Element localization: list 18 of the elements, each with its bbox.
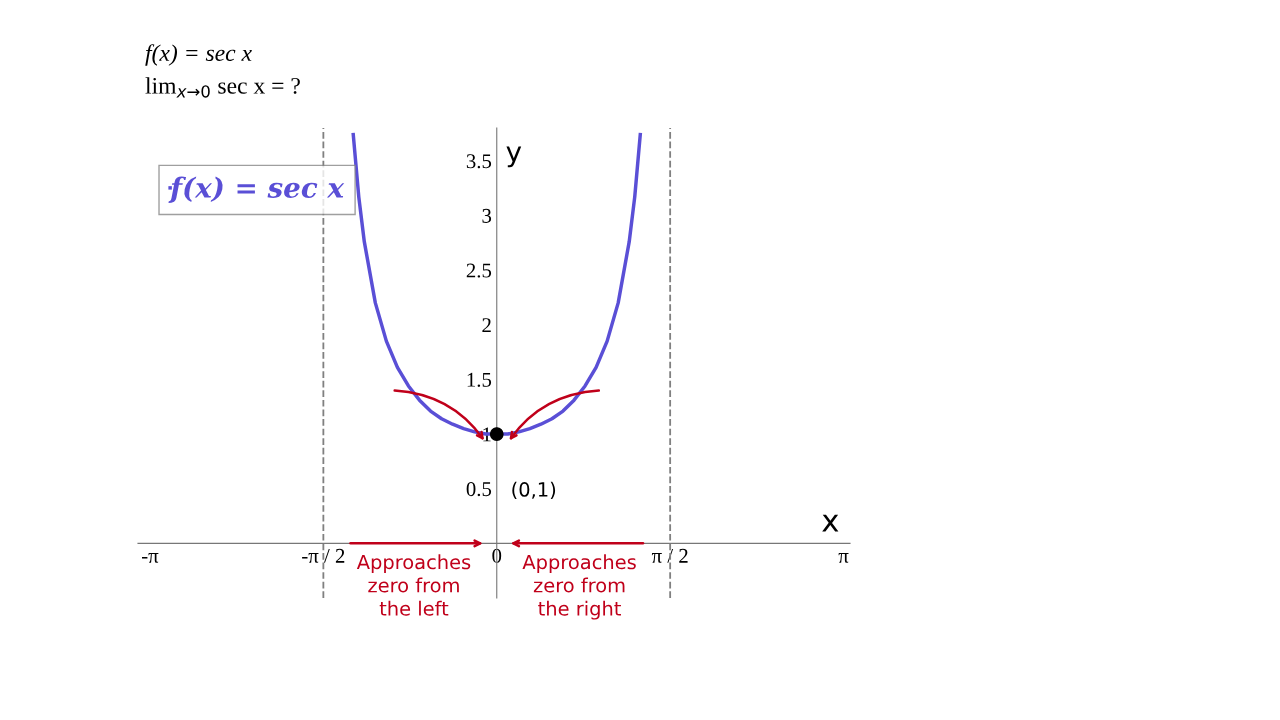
annotation: Approaches zero from the right bbox=[522, 554, 636, 620]
annotation: Approaches zero from the left bbox=[356, 554, 471, 616]
x-tick-label: π bbox=[838, 553, 849, 563]
x-tick-label: -π / 2 bbox=[302, 548, 345, 563]
x-tick-label: 0 bbox=[492, 548, 502, 563]
y-tick-label: 3.5 bbox=[466, 154, 492, 169]
legend-label: f(x) = sec x bbox=[168, 176, 345, 203]
y-tick-label: 0.5 bbox=[466, 482, 492, 497]
y-tick-label: 2 bbox=[482, 318, 491, 332]
y-tick-label: 1.5 bbox=[467, 372, 492, 387]
chart-subtitle: lim$_{x→0}$ sec x = ? bbox=[145, 77, 300, 98]
y-tick-label: 2.5 bbox=[466, 263, 492, 278]
annotation: (0,1) bbox=[512, 481, 556, 500]
x-tick-label: -π bbox=[142, 553, 159, 563]
x-axis-title: x bbox=[822, 514, 839, 532]
chart-title: f(x) = sec x bbox=[145, 44, 252, 66]
y-tick-label: 3 bbox=[482, 208, 492, 223]
y-axis-title: y bbox=[506, 146, 522, 168]
